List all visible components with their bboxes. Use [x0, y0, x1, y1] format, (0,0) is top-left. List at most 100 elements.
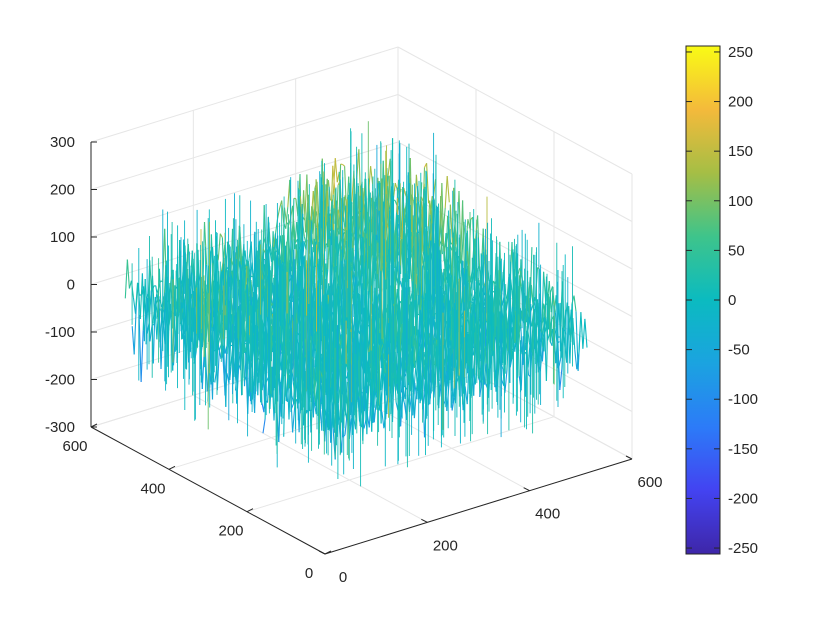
surface-segment — [303, 190, 307, 233]
surface-segment — [373, 401, 377, 423]
surface-segment — [542, 304, 546, 322]
surface-segment — [444, 176, 448, 209]
surface-segment — [159, 319, 163, 342]
colorbar-tick-label: 250 — [728, 44, 753, 61]
surface-segment — [154, 304, 158, 340]
colorbar-tick-label: 200 — [728, 94, 753, 111]
surface-segment — [291, 198, 295, 272]
back-grid-line — [90, 94, 399, 190]
surface-segment — [142, 278, 146, 331]
surface-segment — [379, 409, 383, 413]
surface-segment — [342, 164, 345, 167]
surface-segment — [580, 312, 584, 349]
colorbar-tick-label: -100 — [728, 391, 758, 408]
surface-segment — [311, 209, 316, 245]
z-tick-label: -300 — [45, 419, 75, 436]
surface-segment — [203, 221, 208, 265]
surface-segment — [223, 300, 227, 349]
surface-segment — [285, 207, 289, 229]
surface-segment — [462, 200, 466, 277]
side-grid-line — [397, 94, 633, 222]
back-grid-line — [90, 46, 399, 143]
floor-grid-line — [246, 416, 555, 513]
surface-segment — [281, 200, 285, 223]
x-tick — [318, 550, 326, 555]
surface-segment — [441, 225, 445, 252]
surface-segment — [381, 411, 385, 429]
y-tick-label: 0 — [305, 565, 313, 582]
y-tick-label: 400 — [140, 480, 165, 497]
tick-labels: 0 200 400 600 0 200 400 600 -300 -200 -100 0 100 200 3… — [45, 134, 663, 586]
surface-segment — [332, 158, 336, 195]
surface-segment — [139, 273, 143, 320]
surface-segment — [315, 179, 319, 249]
surface-segment — [576, 353, 580, 370]
surface-segment — [438, 370, 442, 409]
surface-segment — [292, 407, 296, 433]
surface-segment — [578, 312, 582, 354]
surface-segment — [378, 348, 383, 361]
surface-segment — [332, 165, 336, 191]
surface-segment — [320, 305, 324, 357]
surface-segment — [483, 307, 487, 364]
z-tick-label: 300 — [50, 134, 75, 151]
surface-segment — [344, 166, 348, 218]
surface-segment — [540, 303, 545, 333]
colorbar-tick-label: -250 — [728, 540, 758, 557]
surface-segment — [550, 286, 554, 339]
surface-segment — [449, 204, 453, 245]
surface-segment — [393, 362, 397, 403]
surface-segment — [549, 286, 554, 293]
surface-segment — [482, 228, 486, 277]
surface-segment — [290, 218, 294, 241]
y-tick-label: 600 — [62, 438, 87, 455]
surface-segment — [217, 336, 221, 346]
surface-segment — [337, 209, 341, 218]
surface-segment — [582, 318, 586, 349]
y-tick — [246, 508, 254, 513]
x-tick — [523, 487, 530, 492]
x-tick-label: 200 — [433, 537, 458, 554]
y-tick-label: 200 — [218, 523, 243, 540]
surface-segment — [343, 238, 347, 261]
surface-segment — [460, 200, 464, 264]
surface-segment — [429, 369, 433, 405]
surface-segment — [557, 358, 562, 369]
floor-grid-line — [193, 394, 428, 523]
side-grid-line — [397, 46, 633, 175]
colorbar-tick-label: -200 — [728, 490, 758, 507]
surface-segment — [543, 316, 547, 381]
surface-segment — [138, 314, 142, 383]
surface-segment — [478, 328, 482, 389]
colorbar: -250 -200 -150 -100 -50 0 50 100 150 200 250 — [685, 44, 758, 557]
colorbar-tick-label: 50 — [728, 242, 745, 259]
y-tick — [168, 465, 176, 470]
surface-segment — [513, 311, 517, 342]
x-tick — [625, 455, 633, 460]
colorbar-tick-label: 0 — [728, 292, 736, 309]
surface-segment — [262, 248, 266, 254]
surface-segment — [547, 333, 551, 341]
surface-segment — [409, 177, 413, 240]
surface-segment — [324, 190, 328, 252]
surface-segment — [304, 212, 308, 278]
surface-segment — [126, 259, 130, 289]
surface-traces — [124, 121, 588, 487]
surface-segment — [574, 349, 578, 370]
surface-segment — [316, 181, 320, 221]
surface-segment — [479, 380, 483, 397]
surface-segment — [268, 246, 273, 262]
z-tick-label: 100 — [50, 229, 75, 246]
surface-segment — [504, 369, 508, 393]
z-tick-label: -200 — [45, 372, 75, 389]
axes — [90, 141, 633, 555]
surface-segment — [413, 389, 417, 419]
surface-segment — [217, 233, 221, 260]
surface-segment — [446, 176, 450, 203]
back-grid-line — [90, 141, 399, 238]
surface-segment — [520, 336, 524, 391]
surface-segment — [158, 268, 162, 318]
surface-segment — [141, 273, 145, 342]
z-tick-label: 0 — [67, 277, 75, 294]
surface-segment — [546, 281, 550, 305]
